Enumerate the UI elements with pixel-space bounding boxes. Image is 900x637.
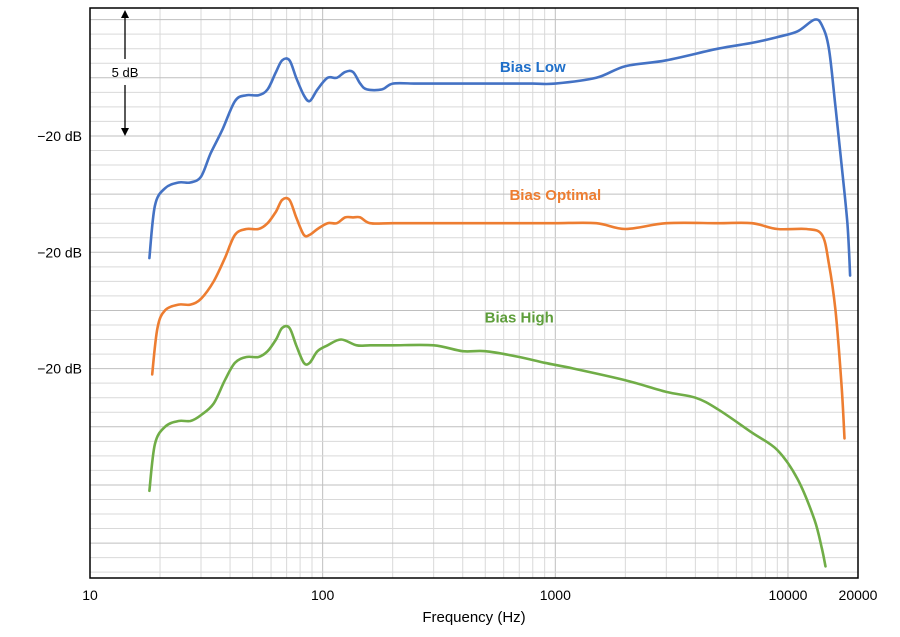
x-axis-label: Frequency (Hz) [422,609,525,626]
x-tick-label: 20000 [839,587,878,603]
series-label-bias-high: Bias High [485,309,554,326]
scale-label: 5 dB [112,65,139,80]
y-tick-label: −20 dB [37,128,82,144]
series-line-bias-optimal [150,196,846,440]
plot-frame [89,7,859,579]
scale-arrowhead-up [121,10,129,18]
grid [89,8,859,578]
x-tick-label: 100 [311,587,335,603]
scale-marker: 5 dB [112,10,139,136]
y-tick-label: −20 dB [37,361,82,377]
x-tick-label: 10000 [768,587,807,603]
series-line-bias-low [148,18,852,277]
series-label-bias-optimal: Bias Optimal [509,187,601,204]
series-label-bias-low: Bias Low [500,59,566,76]
y-tick-labels: −20 dB −20 dB −20 dB [37,128,82,377]
series-line-bias-high [148,324,827,568]
x-tick-labels: 10 100 1000 10000 20000 [82,587,877,603]
series-group [148,18,852,568]
x-tick-label: 1000 [540,587,571,603]
annotations-group: Bias Low Bias Optimal Bias High [485,59,601,326]
scale-arrowhead-down [121,127,129,136]
y-tick-label: −20 dB [37,244,82,260]
x-tick-label: 10 [82,587,98,603]
